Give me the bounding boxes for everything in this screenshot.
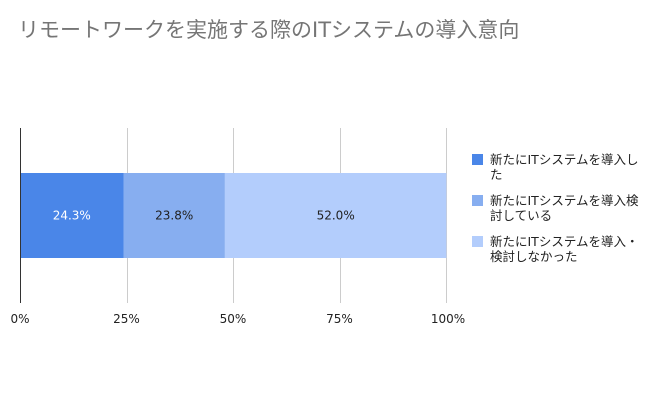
legend-item-considering: 新たにITシステムを導入検討している xyxy=(472,193,642,223)
bar-segment-0 xyxy=(20,173,124,258)
x-tick-label-0: 0% xyxy=(10,312,29,326)
legend-label: 新たにITシステムを導入した xyxy=(490,152,639,182)
x-tick-label-4: 100% xyxy=(431,312,465,326)
legend-item-not-adopted: 新たにITシステムを導入・検討しなかった xyxy=(472,234,642,264)
legend-swatch xyxy=(472,236,483,247)
legend-swatch xyxy=(472,154,483,165)
x-tick-label-1: 25% xyxy=(113,312,140,326)
legend-item-adopted: 新たにITシステムを導入した xyxy=(472,152,642,182)
x-tick-label-3: 75% xyxy=(326,312,353,326)
bar-segment-2 xyxy=(224,173,447,258)
bar-value-label-0: 24.3% xyxy=(53,209,91,223)
legend-label: 新たにITシステムを導入・検討しなかった xyxy=(490,234,639,264)
bar-value-labels: 24.3% 23.8% 52.0% xyxy=(53,209,355,223)
bar-value-label-2: 52.0% xyxy=(317,209,355,223)
legend-label: 新たにITシステムを導入検討している xyxy=(490,193,639,223)
chart-title: リモートワークを実施する際のITシステムの導入意向 xyxy=(18,18,520,42)
bar-segments xyxy=(20,173,447,258)
bar-segment-1 xyxy=(123,173,225,258)
bar-value-label-1: 23.8% xyxy=(155,209,193,223)
legend: 新たにITシステムを導入した 新たにITシステムを導入検討している 新たにITシ… xyxy=(472,152,642,264)
x-tick-labels: 0% 25% 50% 75% 100% xyxy=(10,312,465,326)
legend-swatch xyxy=(472,195,483,206)
x-tick-label-2: 50% xyxy=(220,312,247,326)
